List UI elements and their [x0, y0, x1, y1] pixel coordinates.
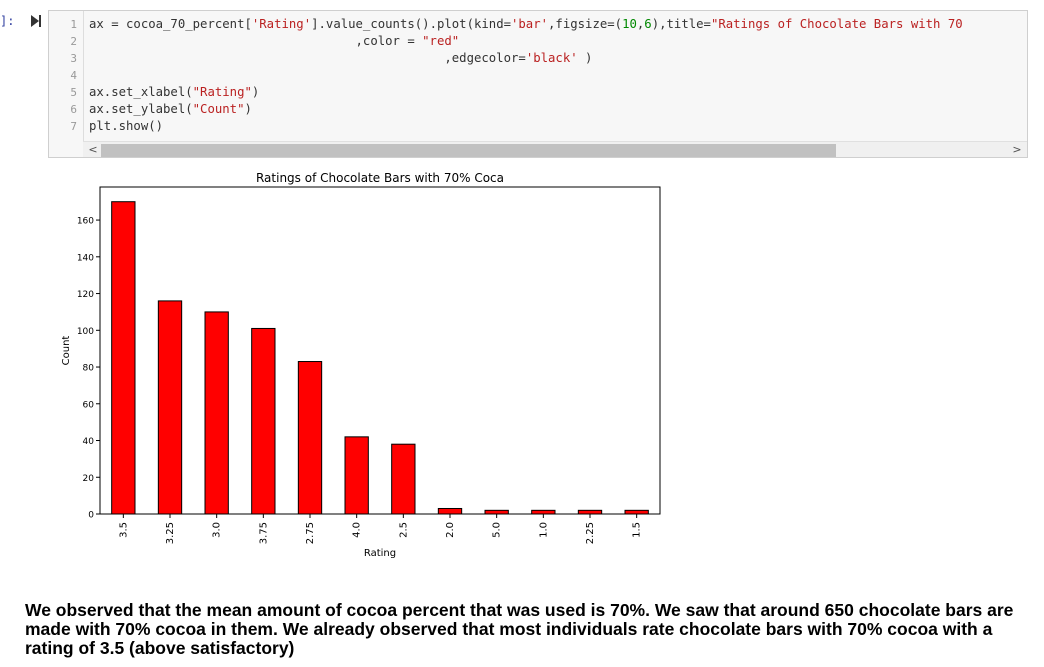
bar-2.25: [577, 509, 603, 515]
markdown-note: We observed that the mean amount of coco…: [25, 600, 1014, 658]
code-cell[interactable]: 1 2 3 4 5 6 7 ax = cocoa_70_percent['Rat…: [48, 10, 1028, 158]
y-tick-label: 140: [77, 253, 94, 263]
line-number: 4: [70, 69, 77, 82]
code-line-3[interactable]: ,edgecolor='black' ): [89, 51, 593, 65]
x-tick-label: 4.0: [352, 522, 363, 538]
y-tick-label: 60: [83, 400, 95, 410]
y-tick-label: 100: [77, 327, 94, 337]
bar-1.5: [624, 509, 649, 515]
code-line-7[interactable]: plt.show(): [89, 119, 164, 133]
code-line-2[interactable]: ,color = "red": [89, 34, 460, 48]
y-tick-label: 160: [77, 217, 94, 227]
code-line-6[interactable]: ax.set_ylabel("Count"): [89, 102, 252, 116]
run-cell-icon[interactable]: [30, 14, 42, 28]
line-number: 3: [70, 52, 77, 65]
y-tick-label: 0: [88, 511, 94, 521]
bar-4.0: [344, 436, 369, 515]
cell-prompt: ]:: [0, 14, 15, 28]
line-number: 1: [70, 18, 77, 31]
bar-chart: 0 20 40 60 80 100 120 140 160 3.5 3.25 3.0 3.75 2.75…: [61, 186, 661, 559]
x-tick-label: 2.0: [445, 522, 456, 538]
bar-3.25: [157, 300, 183, 515]
line-number-gutter: 1 2 3 4 5 6 7: [49, 11, 84, 141]
x-tick-label: 5.0: [492, 522, 503, 538]
x-tick-label: 3.0: [212, 522, 223, 538]
x-tick-label: 1.5: [632, 522, 643, 538]
plot-area: [99, 186, 661, 515]
bar-2.0: [437, 507, 463, 515]
line-number: 2: [70, 35, 77, 48]
line-number: 6: [70, 103, 77, 116]
bar-2.5: [391, 443, 416, 515]
chart-output: Ratings of Chocolate Bars with 70% Coca …: [55, 166, 675, 566]
code-line-5[interactable]: ax.set_xlabel("Rating"): [89, 85, 260, 99]
x-tick-label: 3.25: [165, 522, 176, 544]
bar-5.0: [484, 509, 509, 515]
bar-3.0: [204, 311, 229, 515]
line-number: 7: [70, 120, 77, 133]
chart-title: Ratings of Chocolate Bars with 70% Coca: [255, 171, 504, 185]
horizontal-scrollbar[interactable]: < >: [83, 141, 1027, 157]
x-tick-label: 2.75: [305, 522, 316, 544]
y-tick-label: 120: [77, 290, 94, 300]
bar-3.5: [111, 201, 136, 515]
x-tick-label: 1.0: [538, 522, 549, 538]
code-line-1[interactable]: ax = cocoa_70_percent['Rating'].value_co…: [89, 17, 963, 31]
scroll-left-icon[interactable]: <: [88, 143, 98, 156]
line-number: 5: [70, 86, 77, 99]
bar-1.0: [531, 509, 556, 515]
y-tick-label: 20: [83, 474, 95, 484]
bar-2.75: [297, 361, 323, 515]
bar-3.75: [251, 327, 276, 515]
x-tick-label: 2.5: [398, 522, 409, 538]
x-tick-label: 2.25: [585, 522, 596, 544]
x-axis-label: Rating: [364, 548, 396, 559]
x-tick-label: 3.75: [258, 522, 269, 544]
y-tick-label: 80: [83, 364, 95, 374]
y-axis-label: Count: [61, 336, 72, 366]
scroll-right-icon[interactable]: >: [1012, 143, 1022, 156]
x-tick-label: 3.5: [118, 522, 129, 538]
y-tick-label: 40: [83, 437, 95, 447]
scrollbar-thumb[interactable]: [101, 144, 836, 157]
